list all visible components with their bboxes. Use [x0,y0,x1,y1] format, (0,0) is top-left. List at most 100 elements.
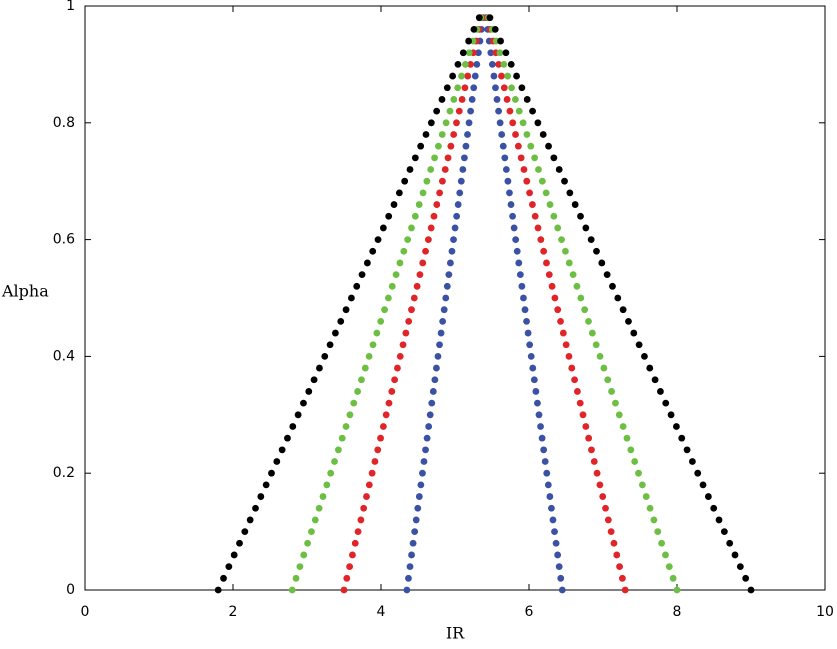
point [419,189,427,197]
point [566,189,574,197]
point [214,586,222,594]
point [415,493,423,500]
point [396,353,404,360]
point [537,423,544,430]
point [573,388,581,395]
point [308,528,315,535]
point [607,528,615,535]
point [292,574,300,582]
point [554,551,562,559]
point [447,142,455,150]
point [539,131,547,138]
point [310,376,318,384]
point [436,341,443,349]
point [625,317,632,325]
point [613,551,621,559]
point [410,294,418,302]
point [635,469,642,477]
point [379,224,387,232]
point [342,306,350,314]
point [411,212,419,220]
point [555,563,563,571]
point [523,317,530,325]
x-tick-label: 0 [81,604,90,620]
point [506,189,513,197]
point [650,516,658,524]
point [422,446,429,454]
point [720,528,728,535]
point [391,376,399,384]
point [327,469,335,477]
point [530,376,538,384]
point [422,131,430,138]
point [498,131,506,138]
point [488,61,496,68]
point [225,563,233,571]
point [449,72,457,80]
point [502,166,510,173]
point [491,25,499,33]
point [471,72,479,80]
point [427,119,435,127]
point [426,411,434,419]
point [385,399,393,407]
point [417,142,425,150]
point [519,119,527,127]
point [459,49,467,57]
point [665,563,673,571]
point [549,516,557,524]
point [657,388,664,395]
point [346,563,354,571]
point [420,458,428,465]
point [433,201,441,208]
point [646,504,654,512]
point [736,563,744,571]
point [457,177,465,185]
point [340,586,348,594]
point [548,504,555,512]
point [332,329,339,337]
point [326,341,334,349]
point [577,294,585,302]
point [550,212,558,220]
point [468,96,476,103]
point [441,166,449,173]
x-tick-label: 2 [229,604,238,620]
point [461,84,469,92]
point [621,586,629,594]
point [411,528,419,535]
point [502,49,510,57]
point [405,317,413,325]
point [300,551,308,559]
point [294,411,302,419]
point [268,469,275,477]
point [458,96,466,103]
point [358,271,366,279]
point [445,271,453,279]
point [577,212,584,220]
point [531,154,539,162]
point [568,364,576,372]
point [427,224,435,232]
point [448,247,456,255]
point [353,282,361,290]
point [551,294,559,302]
point [390,201,398,208]
point [500,84,508,92]
point [415,201,423,208]
point [596,353,604,360]
point [388,388,396,395]
point [392,271,400,279]
point [542,189,550,197]
point [518,282,526,290]
point [404,236,412,244]
point [704,493,712,500]
point [543,259,550,267]
point [516,271,524,279]
point [423,177,431,185]
point [573,282,581,290]
point [334,446,342,454]
point [427,166,435,173]
point [262,481,270,489]
